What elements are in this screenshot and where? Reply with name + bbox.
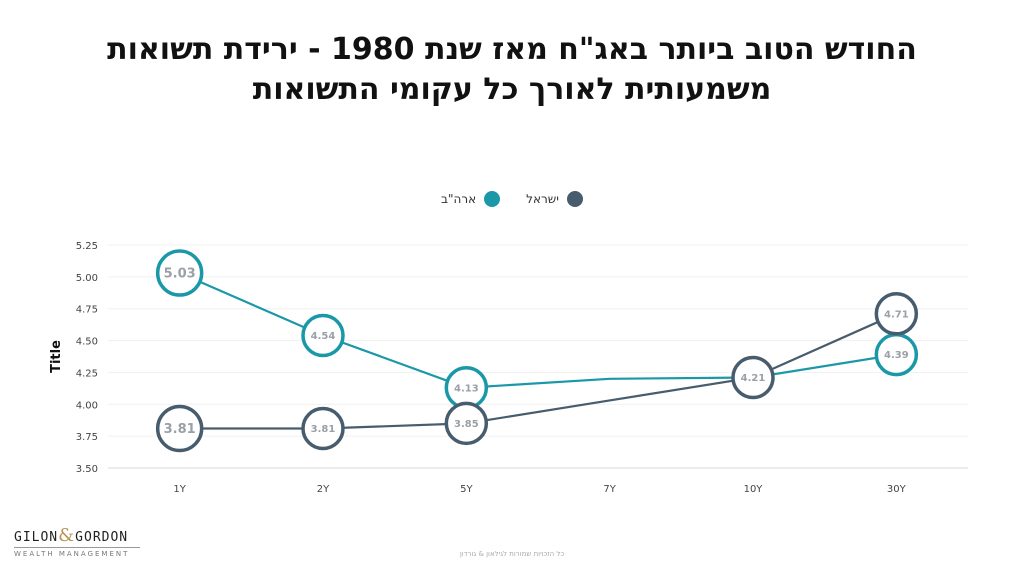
data-label: 4.39 xyxy=(884,350,909,361)
title-line-1: החודש הטוב ביותר באג"ח מאז שנת 1980 - יר… xyxy=(107,32,917,67)
data-label: 4.54 xyxy=(311,331,336,342)
y-axis-title: Title xyxy=(49,340,64,373)
series-line-1 xyxy=(179,312,897,430)
logo-name-right: GORDON xyxy=(75,530,129,545)
series-line-0 xyxy=(179,272,897,389)
logo-subtitle: WEALTH MANAGEMENT xyxy=(14,547,140,558)
legend-swatch-usa xyxy=(484,191,501,207)
data-point-marker xyxy=(155,249,204,297)
data-label: 3.81 xyxy=(164,422,196,437)
data-point-marker xyxy=(874,292,919,336)
y-tick-label: 4.00 xyxy=(76,400,98,411)
legend-item-usa[interactable]: ארה"ב xyxy=(441,191,501,207)
y-tick-label: 4.50 xyxy=(76,337,98,348)
data-point-marker xyxy=(301,406,345,451)
chart-title: החודש הטוב ביותר באג"ח מאז שנת 1980 - יר… xyxy=(0,30,1024,110)
data-label: 3.85 xyxy=(454,419,479,430)
copyright-notice: כל הזכויות שמורות לגילאון & גורדון xyxy=(459,550,565,558)
logo-name-left: GILON xyxy=(14,530,59,545)
x-tick-label: 1Y xyxy=(173,484,186,495)
data-label: 4.13 xyxy=(454,383,479,394)
data-point-marker xyxy=(444,401,489,446)
legend-item-israel[interactable]: ישראל xyxy=(526,191,583,207)
data-label: 3.81 xyxy=(311,424,336,435)
y-tick-label: 4.75 xyxy=(76,305,98,316)
title-line-2: משמעותית לאורך כל עקומי התשואות xyxy=(252,72,772,107)
y-tick-label: 5.25 xyxy=(76,241,98,252)
company-logo: GILON&GORDON WEALTH MANAGEMENT xyxy=(14,525,154,558)
data-point-marker xyxy=(155,404,204,453)
y-tick-label: 5.00 xyxy=(76,273,98,284)
x-tick-label: 7Y xyxy=(603,484,616,495)
x-tick-label: 2Y xyxy=(317,484,330,495)
legend-label-usa: ארה"ב xyxy=(441,192,477,206)
data-label: 4.71 xyxy=(884,309,909,320)
data-point-marker xyxy=(301,313,345,358)
data-point-marker xyxy=(731,355,775,400)
x-tick-label: 5Y xyxy=(460,484,473,495)
legend-swatch-israel xyxy=(566,191,583,207)
y-tick-label: 3.75 xyxy=(76,432,98,443)
y-tick-label: 4.25 xyxy=(76,368,98,379)
data-label: 4.21 xyxy=(741,373,766,384)
legend-label-israel: ישראל xyxy=(526,192,559,206)
logo-ampersand: & xyxy=(58,525,76,546)
x-tick-label: 30Y xyxy=(887,484,907,495)
data-label: 5.03 xyxy=(164,267,196,282)
legend: ישראל ארה"ב xyxy=(0,191,1024,207)
x-tick-label: 10Y xyxy=(744,484,764,495)
y-tick-label: 3.50 xyxy=(76,464,98,475)
